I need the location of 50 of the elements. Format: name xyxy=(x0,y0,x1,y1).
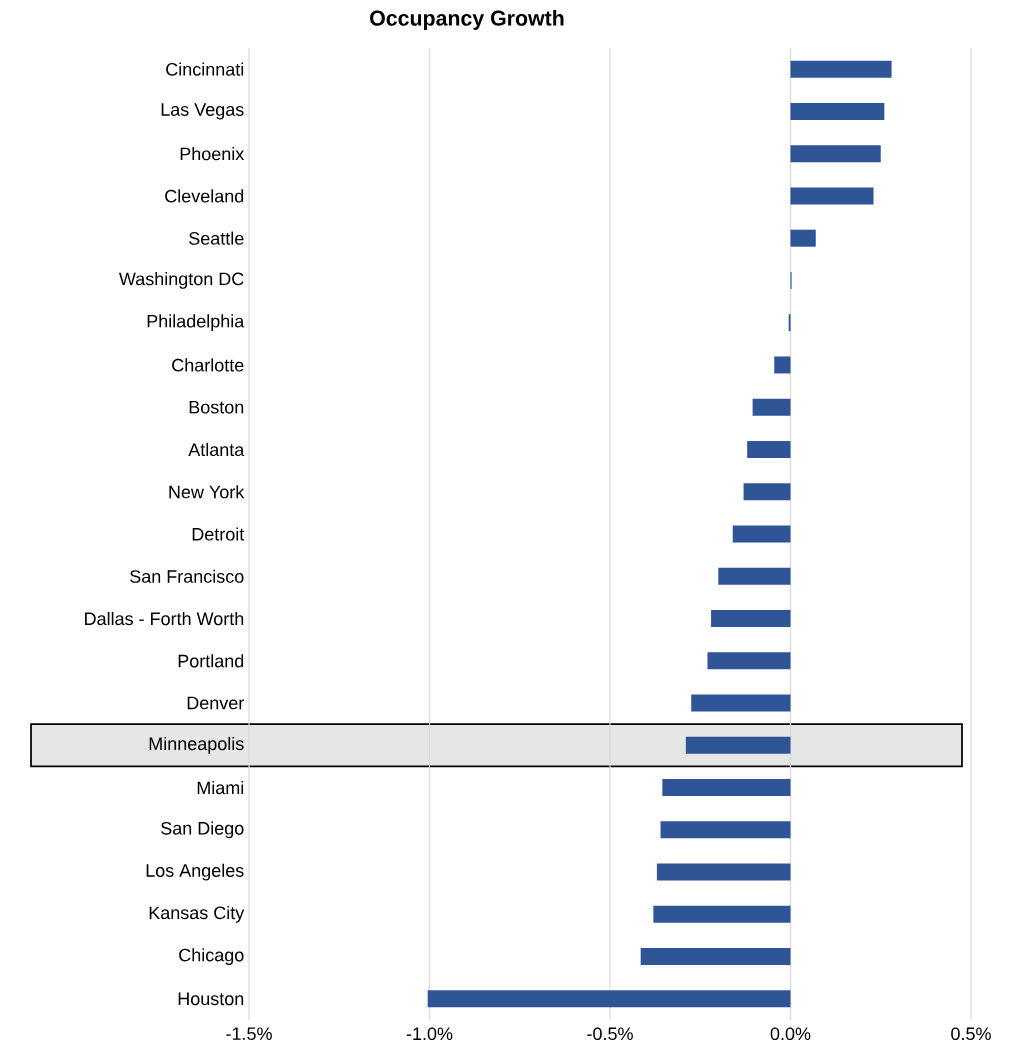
x-tick-label: -0.5% xyxy=(587,1027,633,1041)
y-tick-label: Atlanta xyxy=(188,442,245,457)
y-tick-label: Las Vegas xyxy=(161,103,244,120)
bar xyxy=(427,990,791,1008)
x-tick-label: -1.0% xyxy=(406,1027,453,1041)
y-tick-label: Detroit xyxy=(192,527,245,541)
x-tick-label: -1.5% xyxy=(226,1027,272,1041)
y-tick-label: Washington DC xyxy=(118,272,244,289)
bar xyxy=(790,187,874,205)
bar xyxy=(656,863,791,881)
bar xyxy=(660,821,791,839)
bar xyxy=(640,948,791,966)
bar xyxy=(790,60,892,78)
y-tick-label: Cleveland xyxy=(165,189,244,203)
y-tick-label: Los Angeles xyxy=(146,863,244,881)
y-tick-label: Chicago xyxy=(179,948,244,966)
bar xyxy=(718,567,791,585)
y-tick-label: San Francisco xyxy=(130,569,244,583)
bar xyxy=(707,652,791,670)
x-tick-label: 0.5% xyxy=(951,1027,991,1041)
bar xyxy=(743,483,791,501)
y-tick-label: Seattle xyxy=(189,231,244,245)
y-tick-label: Minneapolis xyxy=(149,736,244,754)
y-tick-label: Cincinnati xyxy=(166,62,244,76)
bar xyxy=(653,905,791,923)
y-tick-label: Houston xyxy=(178,992,244,1006)
y-tick-label: Miami xyxy=(197,780,244,795)
bar xyxy=(747,440,791,458)
bar xyxy=(790,229,816,247)
bar xyxy=(752,398,791,416)
bar xyxy=(691,694,791,712)
chart-title: Occupancy Growth xyxy=(370,10,564,30)
bar xyxy=(662,779,791,797)
bar xyxy=(790,145,881,163)
y-tick-label: Phoenix xyxy=(180,147,245,161)
bar xyxy=(685,736,791,754)
y-tick-label: Portland xyxy=(178,654,244,668)
y-tick-label: San Diego xyxy=(161,821,244,839)
y-tick-label: Kansas City xyxy=(149,905,245,923)
bar xyxy=(774,356,791,374)
bar xyxy=(790,102,885,120)
bar xyxy=(732,525,791,543)
y-tick-label: New York xyxy=(169,485,245,499)
y-tick-label: Philadelphia xyxy=(147,314,245,332)
y-tick-label: Denver xyxy=(187,696,244,710)
y-tick-label: Charlotte xyxy=(172,358,244,372)
y-tick-label: Boston xyxy=(189,400,244,414)
bar xyxy=(711,610,791,628)
y-tick-label: Dallas - Forth Worth xyxy=(85,611,244,626)
x-tick-label: 0.0% xyxy=(770,1027,811,1041)
